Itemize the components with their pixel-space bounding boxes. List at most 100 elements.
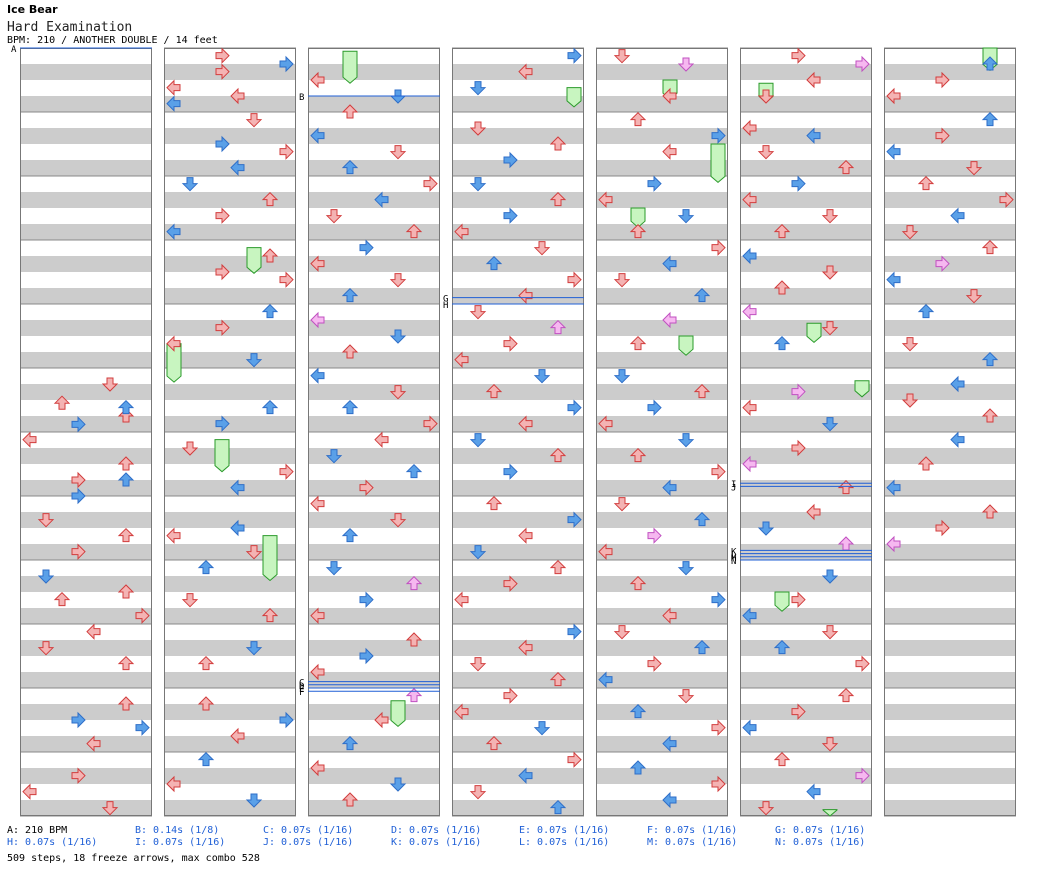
red-arrow [135, 607, 150, 624]
red-arrow [757, 145, 775, 160]
stripe [164, 576, 296, 592]
red-arrow [469, 785, 487, 800]
stripe [452, 384, 584, 400]
pink-arrow [855, 767, 870, 784]
red-arrow [117, 456, 135, 471]
stripe [20, 416, 152, 432]
stripe [740, 64, 872, 80]
event-label: B [299, 93, 304, 103]
stripe [452, 160, 584, 176]
red-arrow [533, 241, 551, 256]
stripe [596, 800, 728, 816]
blue-arrow [821, 417, 839, 432]
event-label: G [443, 295, 448, 305]
stripe [308, 512, 440, 528]
stripe [452, 704, 584, 720]
chart-stats: 509 steps, 18 freeze arrows, max combo 5… [7, 853, 260, 864]
freeze-arrow [246, 247, 262, 274]
red-arrow [981, 408, 999, 423]
stripe [596, 768, 728, 784]
chart-info: BPM: 210 / ANOTHER DOUBLE / 14 feet [7, 35, 218, 46]
blue-arrow [341, 287, 359, 303]
red-arrow [485, 735, 503, 751]
red-arrow [261, 248, 279, 263]
red-arrow [806, 71, 821, 89]
red-arrow [837, 159, 855, 175]
stripe [740, 192, 872, 208]
red-arrow [742, 399, 757, 416]
event-label: A [11, 45, 17, 55]
red-arrow [629, 447, 647, 463]
blue-arrow [71, 487, 86, 505]
red-arrow [117, 655, 135, 671]
stripe [740, 768, 872, 784]
stripe [452, 576, 584, 592]
red-arrow [245, 113, 263, 128]
stripe [308, 256, 440, 272]
column-4: GH [443, 47, 584, 817]
column-7 [884, 47, 1016, 817]
stripe [308, 480, 440, 496]
blue-arrow [197, 751, 215, 767]
stripe [20, 672, 152, 688]
stripe [452, 352, 584, 368]
stripe [308, 640, 440, 656]
column-border [164, 48, 296, 816]
legend-item: F: 0.07s (1/16) [647, 825, 738, 836]
red-arrow [629, 223, 647, 239]
red-arrow [757, 801, 775, 816]
blue-arrow [245, 353, 263, 368]
blue-arrow [310, 367, 325, 384]
freeze-arrow [262, 535, 278, 582]
pink-arrow [677, 57, 695, 72]
blue-arrow [359, 239, 374, 256]
freeze-arrow [710, 143, 726, 184]
blue-arrow [950, 375, 965, 393]
red-arrow [454, 351, 469, 368]
blue-arrow [549, 799, 567, 815]
red-arrow [71, 471, 86, 489]
red-arrow [549, 447, 567, 463]
red-arrow [757, 89, 775, 104]
blue-arrow [37, 569, 55, 584]
red-arrow [711, 719, 726, 736]
blue-arrow [117, 472, 135, 487]
blue-arrow [677, 561, 695, 576]
red-arrow [821, 321, 839, 336]
stripe [164, 384, 296, 400]
red-arrow [310, 607, 325, 624]
red-arrow [935, 71, 950, 89]
column-border [884, 48, 1016, 816]
event-label: E [299, 685, 304, 695]
blue-arrow [374, 191, 389, 208]
stripe [308, 384, 440, 400]
stripe [164, 96, 296, 112]
red-arrow [613, 625, 631, 640]
blue-arrow [469, 177, 487, 192]
stripe [164, 416, 296, 432]
red-arrow [71, 543, 86, 560]
freeze-arrow [214, 439, 230, 473]
stripe [20, 384, 152, 400]
stripe [884, 704, 1016, 720]
stripe [884, 608, 1016, 624]
stripe [596, 352, 728, 368]
stripe [308, 160, 440, 176]
stripe [740, 704, 872, 720]
stripe [452, 64, 584, 80]
stripe [20, 288, 152, 304]
blue-arrow [662, 735, 677, 752]
red-arrow [629, 335, 647, 351]
red-arrow [454, 703, 469, 720]
red-arrow [549, 559, 567, 575]
red-arrow [197, 655, 215, 671]
freeze-arrow [806, 322, 822, 344]
blue-arrow [981, 111, 999, 127]
stripe [452, 224, 584, 240]
red-arrow [791, 47, 806, 64]
red-arrow [374, 431, 389, 448]
stripe [20, 224, 152, 240]
stripe [164, 704, 296, 720]
red-arrow [341, 344, 359, 359]
